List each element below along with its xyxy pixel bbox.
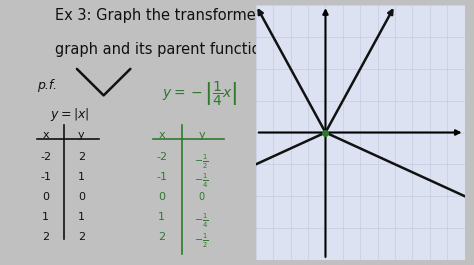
Text: 2: 2 bbox=[78, 232, 85, 242]
Text: $-\frac{1}{4}$: $-\frac{1}{4}$ bbox=[194, 172, 209, 191]
Text: $y = -\left|\dfrac{1}{4}x\right|$: $y = -\left|\dfrac{1}{4}x\right|$ bbox=[162, 80, 237, 108]
Text: $-\frac{1}{4}$: $-\frac{1}{4}$ bbox=[194, 212, 209, 230]
Text: x: x bbox=[42, 130, 49, 140]
Text: x: x bbox=[158, 130, 165, 140]
Text: 0: 0 bbox=[199, 192, 205, 202]
Text: 0: 0 bbox=[78, 192, 85, 202]
Text: 0: 0 bbox=[42, 192, 49, 202]
Text: $-\frac{1}{2}$: $-\frac{1}{2}$ bbox=[194, 152, 209, 171]
Text: -2: -2 bbox=[40, 152, 51, 162]
Text: y: y bbox=[198, 130, 205, 140]
Text: -2: -2 bbox=[156, 152, 167, 162]
Text: 0: 0 bbox=[158, 192, 165, 202]
Text: 1: 1 bbox=[42, 212, 49, 222]
Text: graph and its parent function.: graph and its parent function. bbox=[55, 42, 274, 58]
Text: Ex 3: Graph the transformed: Ex 3: Graph the transformed bbox=[55, 8, 264, 23]
Text: 2: 2 bbox=[158, 232, 165, 242]
Text: 1: 1 bbox=[158, 212, 165, 222]
Text: y: y bbox=[78, 130, 85, 140]
Text: -1: -1 bbox=[156, 172, 167, 182]
Text: 2: 2 bbox=[78, 152, 85, 162]
Text: $y = |x|$: $y = |x|$ bbox=[50, 106, 90, 123]
Text: -1: -1 bbox=[40, 172, 51, 182]
Text: p.f.: p.f. bbox=[37, 80, 57, 92]
Text: 1: 1 bbox=[78, 212, 85, 222]
Text: 1: 1 bbox=[78, 172, 85, 182]
Text: $-\frac{1}{2}$: $-\frac{1}{2}$ bbox=[194, 232, 209, 250]
Text: 2: 2 bbox=[42, 232, 49, 242]
